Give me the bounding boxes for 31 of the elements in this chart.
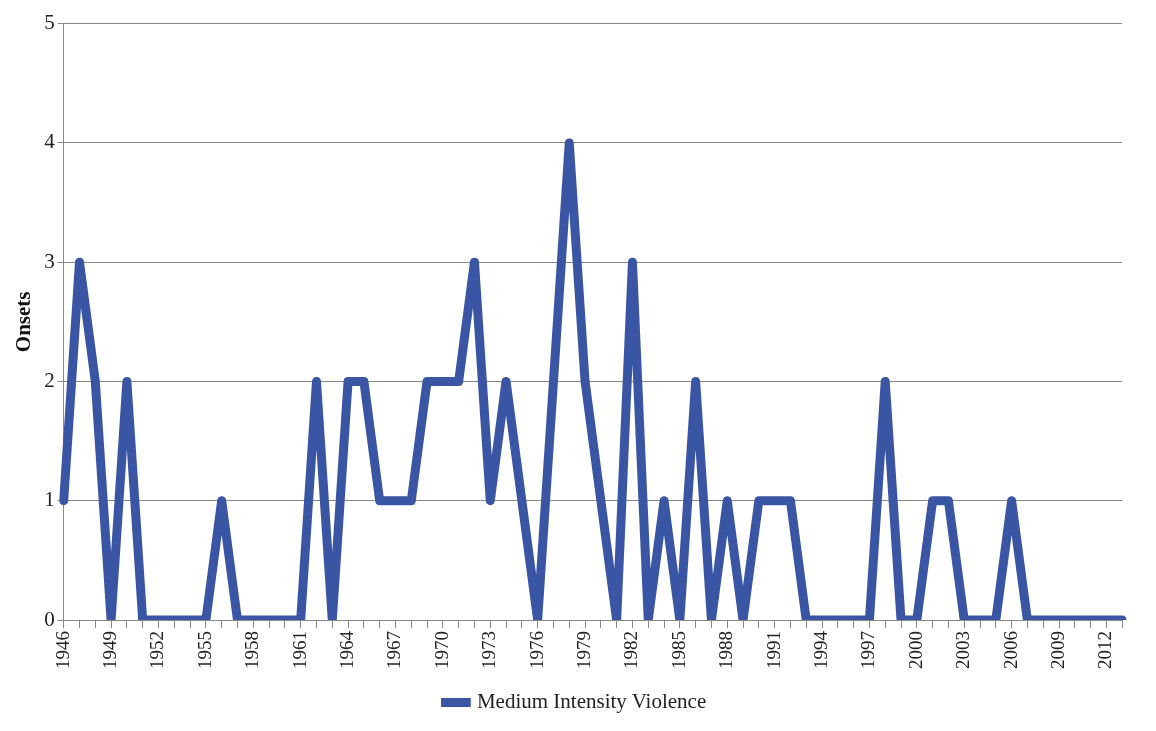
- y-tick-label: 0: [44, 606, 55, 631]
- x-tick-label: 1979: [573, 631, 595, 669]
- x-tick-label: 2000: [904, 631, 926, 669]
- x-tick-label: 2012: [1094, 631, 1116, 669]
- x-tick-label: 2006: [999, 631, 1021, 669]
- x-tick-label: 1946: [51, 631, 73, 669]
- x-tick-label: 1985: [667, 631, 689, 669]
- x-tick-label: 2009: [1046, 631, 1068, 669]
- x-tick-label: 1973: [478, 631, 500, 669]
- y-tick-label: 4: [44, 129, 56, 154]
- x-tick-label: 2003: [952, 631, 974, 669]
- x-tick-label: 1967: [383, 631, 405, 669]
- x-tick-label: 1970: [430, 631, 452, 669]
- x-tick-label: 1955: [193, 631, 215, 669]
- y-tick-label: 5: [44, 10, 55, 35]
- legend-label: Medium Intensity Violence: [476, 689, 707, 714]
- x-tick-label: 1994: [810, 630, 832, 669]
- x-tick-label: 1961: [288, 631, 310, 669]
- x-tick-label: 1958: [241, 631, 263, 669]
- x-tick-label: 1982: [620, 631, 642, 669]
- x-tick-label: 1964: [336, 630, 358, 669]
- y-tick-label: 2: [44, 367, 55, 392]
- x-tick-label: 1997: [857, 631, 879, 669]
- y-axis-title: Onsets: [11, 291, 36, 353]
- x-tick-label: 1976: [525, 631, 547, 669]
- y-tick-label: 1: [44, 487, 55, 512]
- y-tick-label: 3: [44, 248, 55, 273]
- x-tick-label: 1952: [146, 631, 168, 669]
- x-tick-label: 1991: [762, 631, 784, 669]
- x-tick-label: 1988: [715, 631, 737, 669]
- x-tick-label: 1949: [99, 631, 121, 669]
